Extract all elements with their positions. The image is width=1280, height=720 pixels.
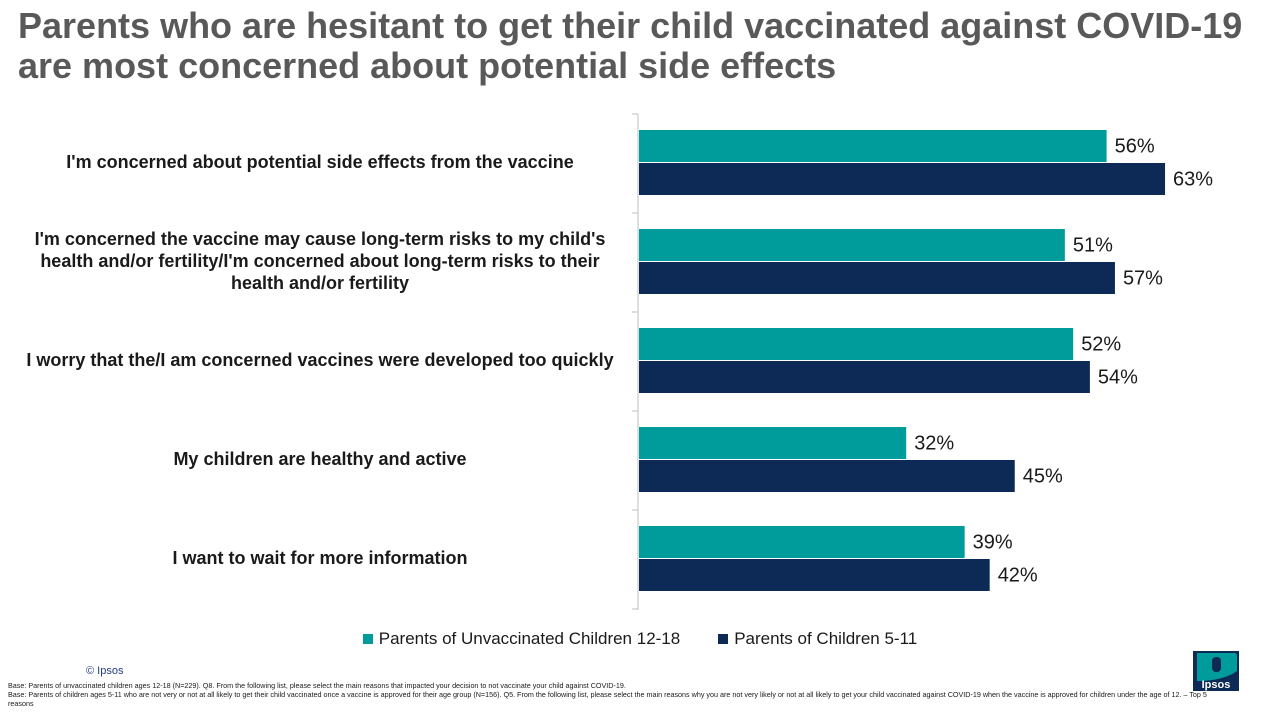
- data-label-series-2: 42%: [998, 564, 1038, 586]
- page-title: Parents who are hesitant to get their ch…: [18, 5, 1243, 86]
- bar-series-1: [639, 130, 1107, 162]
- legend-swatch-series-1: [362, 634, 373, 644]
- bar-series-2: [639, 460, 1015, 492]
- bar-series-1: [639, 526, 965, 558]
- category-label: I want to wait for more information: [172, 548, 468, 568]
- legend-label-series-1: Parents of Unvaccinated Children 12-18: [378, 629, 681, 648]
- bar-series-1: [639, 328, 1074, 360]
- base-note-2: Base: Parents of children ages 5-11 who …: [8, 690, 1207, 708]
- bar-series-2: [639, 559, 990, 591]
- data-label-series-1: 39%: [973, 531, 1013, 553]
- bar-series-2: [639, 361, 1090, 393]
- category-label: I'm concerned the vaccine may cause long…: [34, 229, 606, 293]
- bar-series-2: [639, 262, 1115, 294]
- data-label-series-1: 51%: [1073, 234, 1113, 256]
- legend-item-series-2: Parents of Children 5-11: [718, 629, 917, 649]
- legend-item-series-1: Parents of Unvaccinated Children 12-18: [362, 629, 681, 649]
- bar-series-1: [639, 427, 907, 459]
- data-label-series-1: 56%: [1115, 135, 1155, 157]
- category-label: I'm concerned about potential side effec…: [66, 152, 574, 172]
- ipsos-logo: Ipsos: [1193, 651, 1239, 691]
- legend-label-series-2: Parents of Children 5-11: [734, 629, 918, 648]
- logo-text: Ipsos: [1202, 679, 1231, 691]
- data-label-series-1: 32%: [914, 432, 954, 454]
- data-label-series-2: 45%: [1023, 465, 1063, 487]
- data-label-series-2: 63%: [1173, 168, 1213, 190]
- legend-swatch-series-2: [718, 634, 729, 644]
- category-label: My children are healthy and active: [173, 449, 467, 469]
- bar-series-1: [639, 229, 1065, 261]
- data-label-series-1: 52%: [1081, 333, 1121, 355]
- base-notes: Base: Parents of unvaccinated children a…: [8, 681, 1208, 708]
- data-label-series-2: 54%: [1098, 366, 1138, 388]
- category-label: I worry that the/I am concerned vaccines…: [26, 350, 614, 370]
- base-note-1: Base: Parents of unvaccinated children a…: [8, 681, 626, 690]
- copyright-notice: © Ipsos: [86, 665, 124, 677]
- bar-series-2: [639, 163, 1166, 195]
- data-label-series-2: 57%: [1123, 267, 1163, 289]
- legend: Parents of Unvaccinated Children 12-18 P…: [0, 629, 1280, 649]
